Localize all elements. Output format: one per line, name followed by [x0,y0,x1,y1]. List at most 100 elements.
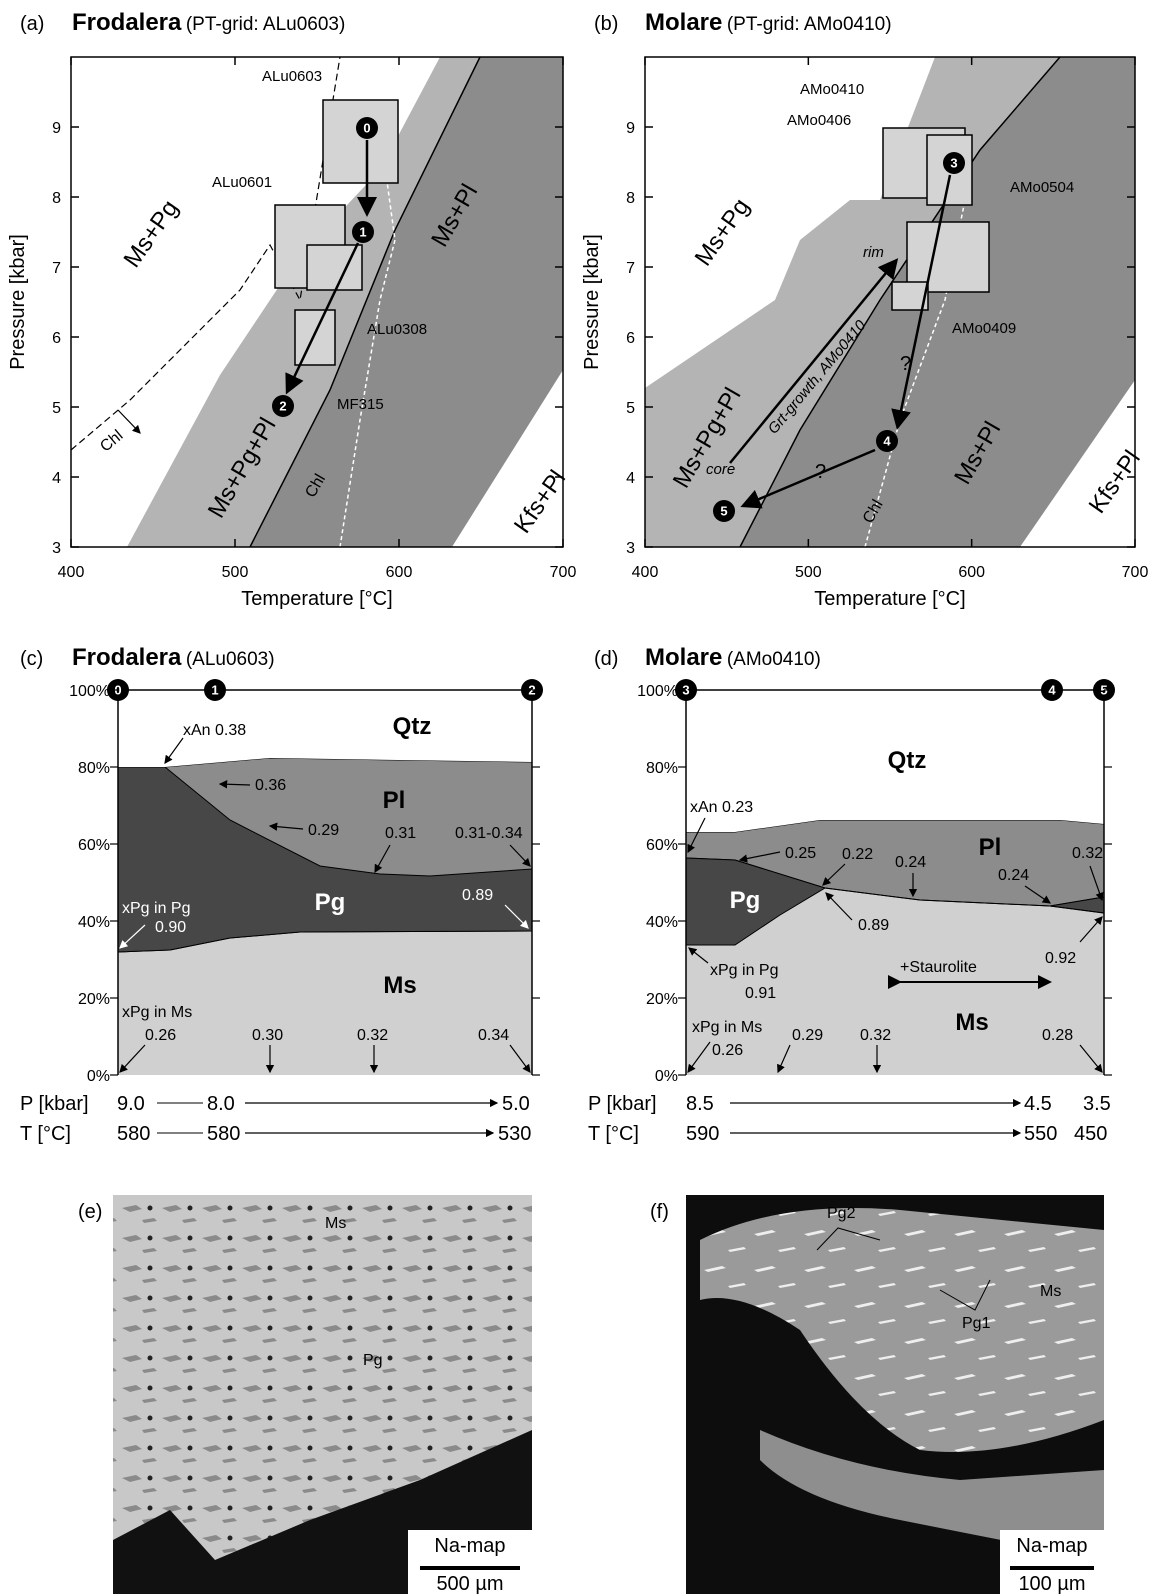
x-tick-label: 600 [386,564,413,581]
phase-label: Qtz [888,747,927,774]
subtitle: (PT-grid: ALu0603) [186,14,345,35]
row-label: T [°C] [588,1123,639,1145]
y-tick-label: 4 [626,470,635,487]
pointer [816,1227,881,1251]
note: xAn 0.23 [690,799,753,816]
y-tick-label: 40% [78,914,110,931]
row-value: 530 [498,1123,531,1145]
y-tick-label: 60% [78,837,110,854]
note-arrow [687,1041,711,1073]
note: 0.32 [357,1027,388,1044]
note-arrow [509,844,531,867]
path-point [876,430,898,452]
note-arrow [164,737,184,764]
phase-label: Qtz [393,713,432,740]
reaction-line [739,56,1061,548]
note-arrow [687,817,706,854]
sample-label: MF315 [337,396,384,413]
y-tick-label: 8 [626,190,635,207]
sample-label: ALu0308 [367,321,427,338]
point-label: 0 [363,120,370,135]
y-tick-label: 5 [52,400,61,417]
y-tick-label: 5 [626,400,635,417]
y-tick-label: 8 [52,190,61,207]
panel-title: Frodalera (PT-grid: ALu0603) [72,9,345,36]
note: xPg in Ms [692,1019,762,1036]
note: core [706,461,735,478]
note-arrow [1079,916,1103,943]
note-arrow [1089,865,1104,902]
note: 0.36 [255,777,286,794]
panel-f: (f) Pg2 Pg1 Ms Na-map 100 µm [650,1195,1104,1594]
title: Molare [645,644,722,671]
row-label: T [°C] [20,1123,71,1145]
x-axis-label: Temperature [°C] [241,588,392,610]
field-ms-pl [250,57,563,547]
y-tick-label: 3 [626,540,635,557]
frame [70,56,564,548]
phase-label: Ms [383,972,416,999]
note: 0.32 [1072,845,1103,862]
x-tick-label: 700 [1122,564,1149,581]
note: 0.24 [998,867,1029,884]
field-kfs-pl [452,370,563,547]
field-label: Ms+Pg [119,195,184,272]
y-tick-label: 60% [646,837,678,854]
y-axis-label: Pressure [kbar] [7,234,29,370]
x-tick-label: 400 [632,564,659,581]
y-axis-label: Pressure [kbar] [581,234,603,370]
growth-arrow [729,258,899,464]
phase-label: Pg [730,887,761,914]
path-point [943,152,965,174]
note: 0.25 [785,845,816,862]
row-value: 5.0 [502,1093,530,1115]
row-value: 550 [1024,1123,1057,1145]
row-value: 3.5 [1083,1093,1111,1115]
note: Chl [97,427,126,455]
sample-label: AMo0406 [787,112,851,129]
note-arrow [119,924,146,949]
note: 0.89 [858,917,889,934]
y-tick-label: 100% [69,683,110,700]
panel-c: (c) Frodalera (ALu0603) 0 1 2 Qtz Pl Pg … [20,644,543,1145]
note-arrow [268,822,304,831]
note-arrow [119,1044,146,1073]
note: xPg in Pg [710,962,778,979]
note-arrow [374,844,391,874]
y-tick-label: 9 [52,120,61,137]
path-arrow [285,242,360,395]
sample-box [322,99,399,184]
row-label: P [kbar] [588,1093,657,1115]
x-axis-label: Temperature [°C] [814,588,965,610]
y-tick-label: 80% [78,760,110,777]
subtitle: (PT-grid: AMo0410) [727,14,892,35]
note: 0.32 [860,1027,891,1044]
note: xPg in Ms [122,1004,192,1021]
row-value: 590 [686,1123,719,1145]
note-arrow [822,863,846,886]
note: xAn 0.38 [183,722,246,739]
row-value: 450 [1074,1123,1107,1145]
panel-label: (a) [20,13,44,35]
note: 0.31 [385,825,416,842]
panel-label: (b) [594,13,618,35]
y-tick-label: 100% [637,683,678,700]
sample-label: AMo0409 [952,320,1016,337]
row-value: 8.0 [207,1093,235,1115]
note: 0.30 [252,1027,283,1044]
path-arrow [891,174,952,430]
panel-e: (e) Ms Pg Na-map 500 µm [78,1195,532,1594]
y-tick-label: 0% [87,1068,110,1085]
panel-label: (d) [594,648,618,670]
note-arrow [509,1044,531,1073]
note: 0.91 [745,985,776,1002]
row-value: 580 [117,1123,150,1145]
sample-label: AMo0504 [1010,179,1074,196]
subtitle: (ALu0603) [186,649,275,670]
note-arrow [117,409,141,434]
pointer [939,1279,991,1311]
mineral-label: Ms [325,1215,346,1232]
panel-title: Molare (AMo0410) [645,644,821,671]
field-ms-pl [740,57,1135,547]
panel-label: (c) [20,648,43,670]
